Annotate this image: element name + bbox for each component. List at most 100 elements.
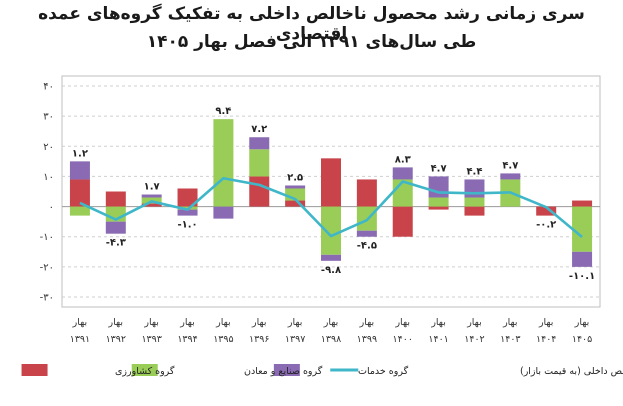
bar-segment [536,206,557,216]
data-label: -۹.۸ [321,265,341,276]
y-tick-label: -۳۰ [40,293,54,304]
x-tick-year: ۱۳۹۴ [177,334,197,345]
legend-swatch [273,364,300,376]
bar-segment [356,179,377,207]
bar-segment [249,176,270,207]
data-label: ۷.۲ [251,124,267,135]
bar-segment [572,200,593,207]
data-label: -۱۰.۱ [569,271,595,282]
data-label: -۰.۲ [536,220,556,231]
x-tick-season: بهار [502,317,518,328]
bar-segment [428,197,449,207]
data-label: ۱.۷ [144,182,160,193]
bar-segment [69,161,90,180]
x-tick-season: بهار [430,317,446,328]
bar-segment [572,206,593,252]
x-tick-season: بهار [179,317,195,328]
data-label: -۴.۵ [357,241,377,252]
bar-segment [141,194,162,198]
data-label: ۲.۵ [287,172,303,183]
x-tick-season: بهار [143,317,159,328]
legend-label: گروه خدمات [358,365,409,377]
data-label: ۹.۴ [215,106,231,117]
bar-segment [285,185,306,189]
x-tick-season: بهار [538,317,554,328]
legend-label: محصول ناخالص داخلی (به قیمت بازار) [520,366,623,377]
y-tick-label: -۲۰ [40,262,54,273]
bar-segment [321,206,341,255]
x-tick-season: بهار [251,317,267,328]
legend-label: گروه کشاورزی [115,365,175,377]
bar-segment [69,206,90,216]
data-label: ۴.۷ [431,163,447,174]
bar-segment [464,206,485,216]
x-tick-season: بهار [72,317,88,328]
y-tick-label: ۱۰ [43,172,54,183]
x-tick-year: ۱۴۰۳ [500,334,520,345]
x-tick-year: ۱۳۹۲ [106,334,126,345]
bar-segment [213,119,234,207]
x-tick-season: بهار [287,317,303,328]
y-tick-label: ۲۰ [43,142,54,153]
data-label: ۴.۴ [466,166,482,177]
x-tick-season: بهار [215,317,231,328]
data-label: ۸.۳ [395,154,411,165]
x-tick-season: بهار [394,317,410,328]
x-tick-season: بهار [108,317,124,328]
x-tick-year: ۱۳۹۳ [141,334,161,345]
bar-segment [500,173,521,180]
x-tick-year: ۱۴۰۰ [393,334,413,345]
bar-segment [249,137,270,150]
bar-segment [285,200,306,207]
legend-label: گروه صنایع و معادن [244,365,323,377]
y-tick-label: ۳۰ [43,112,54,123]
y-tick-label: ۰ [49,202,54,213]
bar-segment [213,206,234,219]
bar-segment [356,230,377,237]
gdp-line [79,176,583,239]
x-tick-year: ۱۳۹۷ [285,334,305,345]
data-label: ۴.۷ [502,160,518,171]
x-tick-year: ۱۳۹۸ [321,334,341,345]
chart-title-line-1: سری زمانی رشد محصول ناخالص داخلی به تفکی… [38,4,585,44]
bar-segment [428,176,449,198]
bar-segment [428,206,449,210]
x-tick-year: ۱۳۹۹ [357,334,377,345]
bar-segment [392,206,413,237]
bar-segment [69,179,90,207]
x-tick-year: ۱۴۰۴ [536,334,556,345]
x-tick-year: ۱۳۹۵ [213,334,233,345]
x-tick-year: ۱۳۹۶ [249,334,269,345]
chart-title-line-2: طی سال‌های ۱۳۹۱ الی فصل بهار ۱۴۰۵ [146,32,477,52]
bar-segment [321,254,341,261]
bar-segment [321,158,341,207]
legend-swatch [21,364,48,376]
bar-segment [105,221,126,234]
x-tick-year: ۱۴۰۱ [428,334,448,345]
bar-segment [249,149,270,177]
x-tick-season: بهار [323,317,339,328]
bar-segment [141,203,162,207]
x-tick-year: ۱۴۰۲ [464,334,484,345]
data-label: -۴.۳ [106,238,126,249]
bar-segment [464,197,485,207]
x-tick-season: بهار [574,317,590,328]
data-label: ۱.۲ [72,148,88,159]
bar-segment [105,191,126,207]
bar-segment [177,209,198,216]
data-label: -۱.۰ [177,220,197,231]
bar-segment [464,179,485,198]
x-tick-year: ۱۴۰۵ [572,334,592,345]
legend-swatch [131,364,158,376]
bar-segment [572,251,593,267]
x-tick-season: بهار [466,317,482,328]
bar-segment [392,167,413,180]
plot-frame [61,75,601,308]
bar-segment [177,188,198,207]
x-tick-year: ۱۳۹۱ [70,334,90,345]
y-tick-label: -۱۰ [40,232,54,243]
y-tick-label: ۴۰ [43,82,54,93]
x-tick-season: بهار [359,317,375,328]
